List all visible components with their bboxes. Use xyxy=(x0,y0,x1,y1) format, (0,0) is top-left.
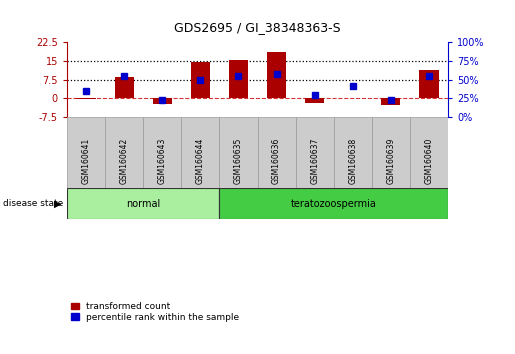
Bar xyxy=(143,117,181,188)
Text: GSM160636: GSM160636 xyxy=(272,138,281,184)
Bar xyxy=(258,117,296,188)
Bar xyxy=(191,62,210,98)
Bar xyxy=(219,188,448,219)
Bar xyxy=(334,117,372,188)
Text: GSM160644: GSM160644 xyxy=(196,138,205,184)
Text: teratozoospermia: teratozoospermia xyxy=(291,199,376,209)
Bar xyxy=(76,98,96,99)
Text: ▶: ▶ xyxy=(54,199,62,209)
Text: GSM160643: GSM160643 xyxy=(158,138,167,184)
Bar xyxy=(67,117,105,188)
Text: normal: normal xyxy=(126,199,160,209)
Text: GSM160638: GSM160638 xyxy=(348,138,357,184)
Text: disease state: disease state xyxy=(3,199,63,208)
Text: GDS2695 / GI_38348363-S: GDS2695 / GI_38348363-S xyxy=(174,21,341,34)
Bar xyxy=(382,98,401,105)
Bar xyxy=(114,77,134,98)
Bar xyxy=(296,117,334,188)
Bar xyxy=(372,117,410,188)
Text: GSM160640: GSM160640 xyxy=(424,138,434,184)
Text: GSM160637: GSM160637 xyxy=(310,138,319,184)
Bar xyxy=(229,60,248,98)
Bar xyxy=(105,117,143,188)
Bar xyxy=(410,117,448,188)
Text: GSM160642: GSM160642 xyxy=(119,138,129,184)
Bar xyxy=(153,98,172,104)
Text: GSM160639: GSM160639 xyxy=(386,138,396,184)
Bar xyxy=(67,188,219,219)
Text: GSM160641: GSM160641 xyxy=(81,138,91,184)
Bar xyxy=(181,117,219,188)
Bar xyxy=(419,70,439,98)
Bar xyxy=(219,117,258,188)
Legend: transformed count, percentile rank within the sample: transformed count, percentile rank withi… xyxy=(72,302,239,322)
Bar xyxy=(305,98,324,103)
Text: GSM160635: GSM160635 xyxy=(234,138,243,184)
Bar xyxy=(267,52,286,98)
